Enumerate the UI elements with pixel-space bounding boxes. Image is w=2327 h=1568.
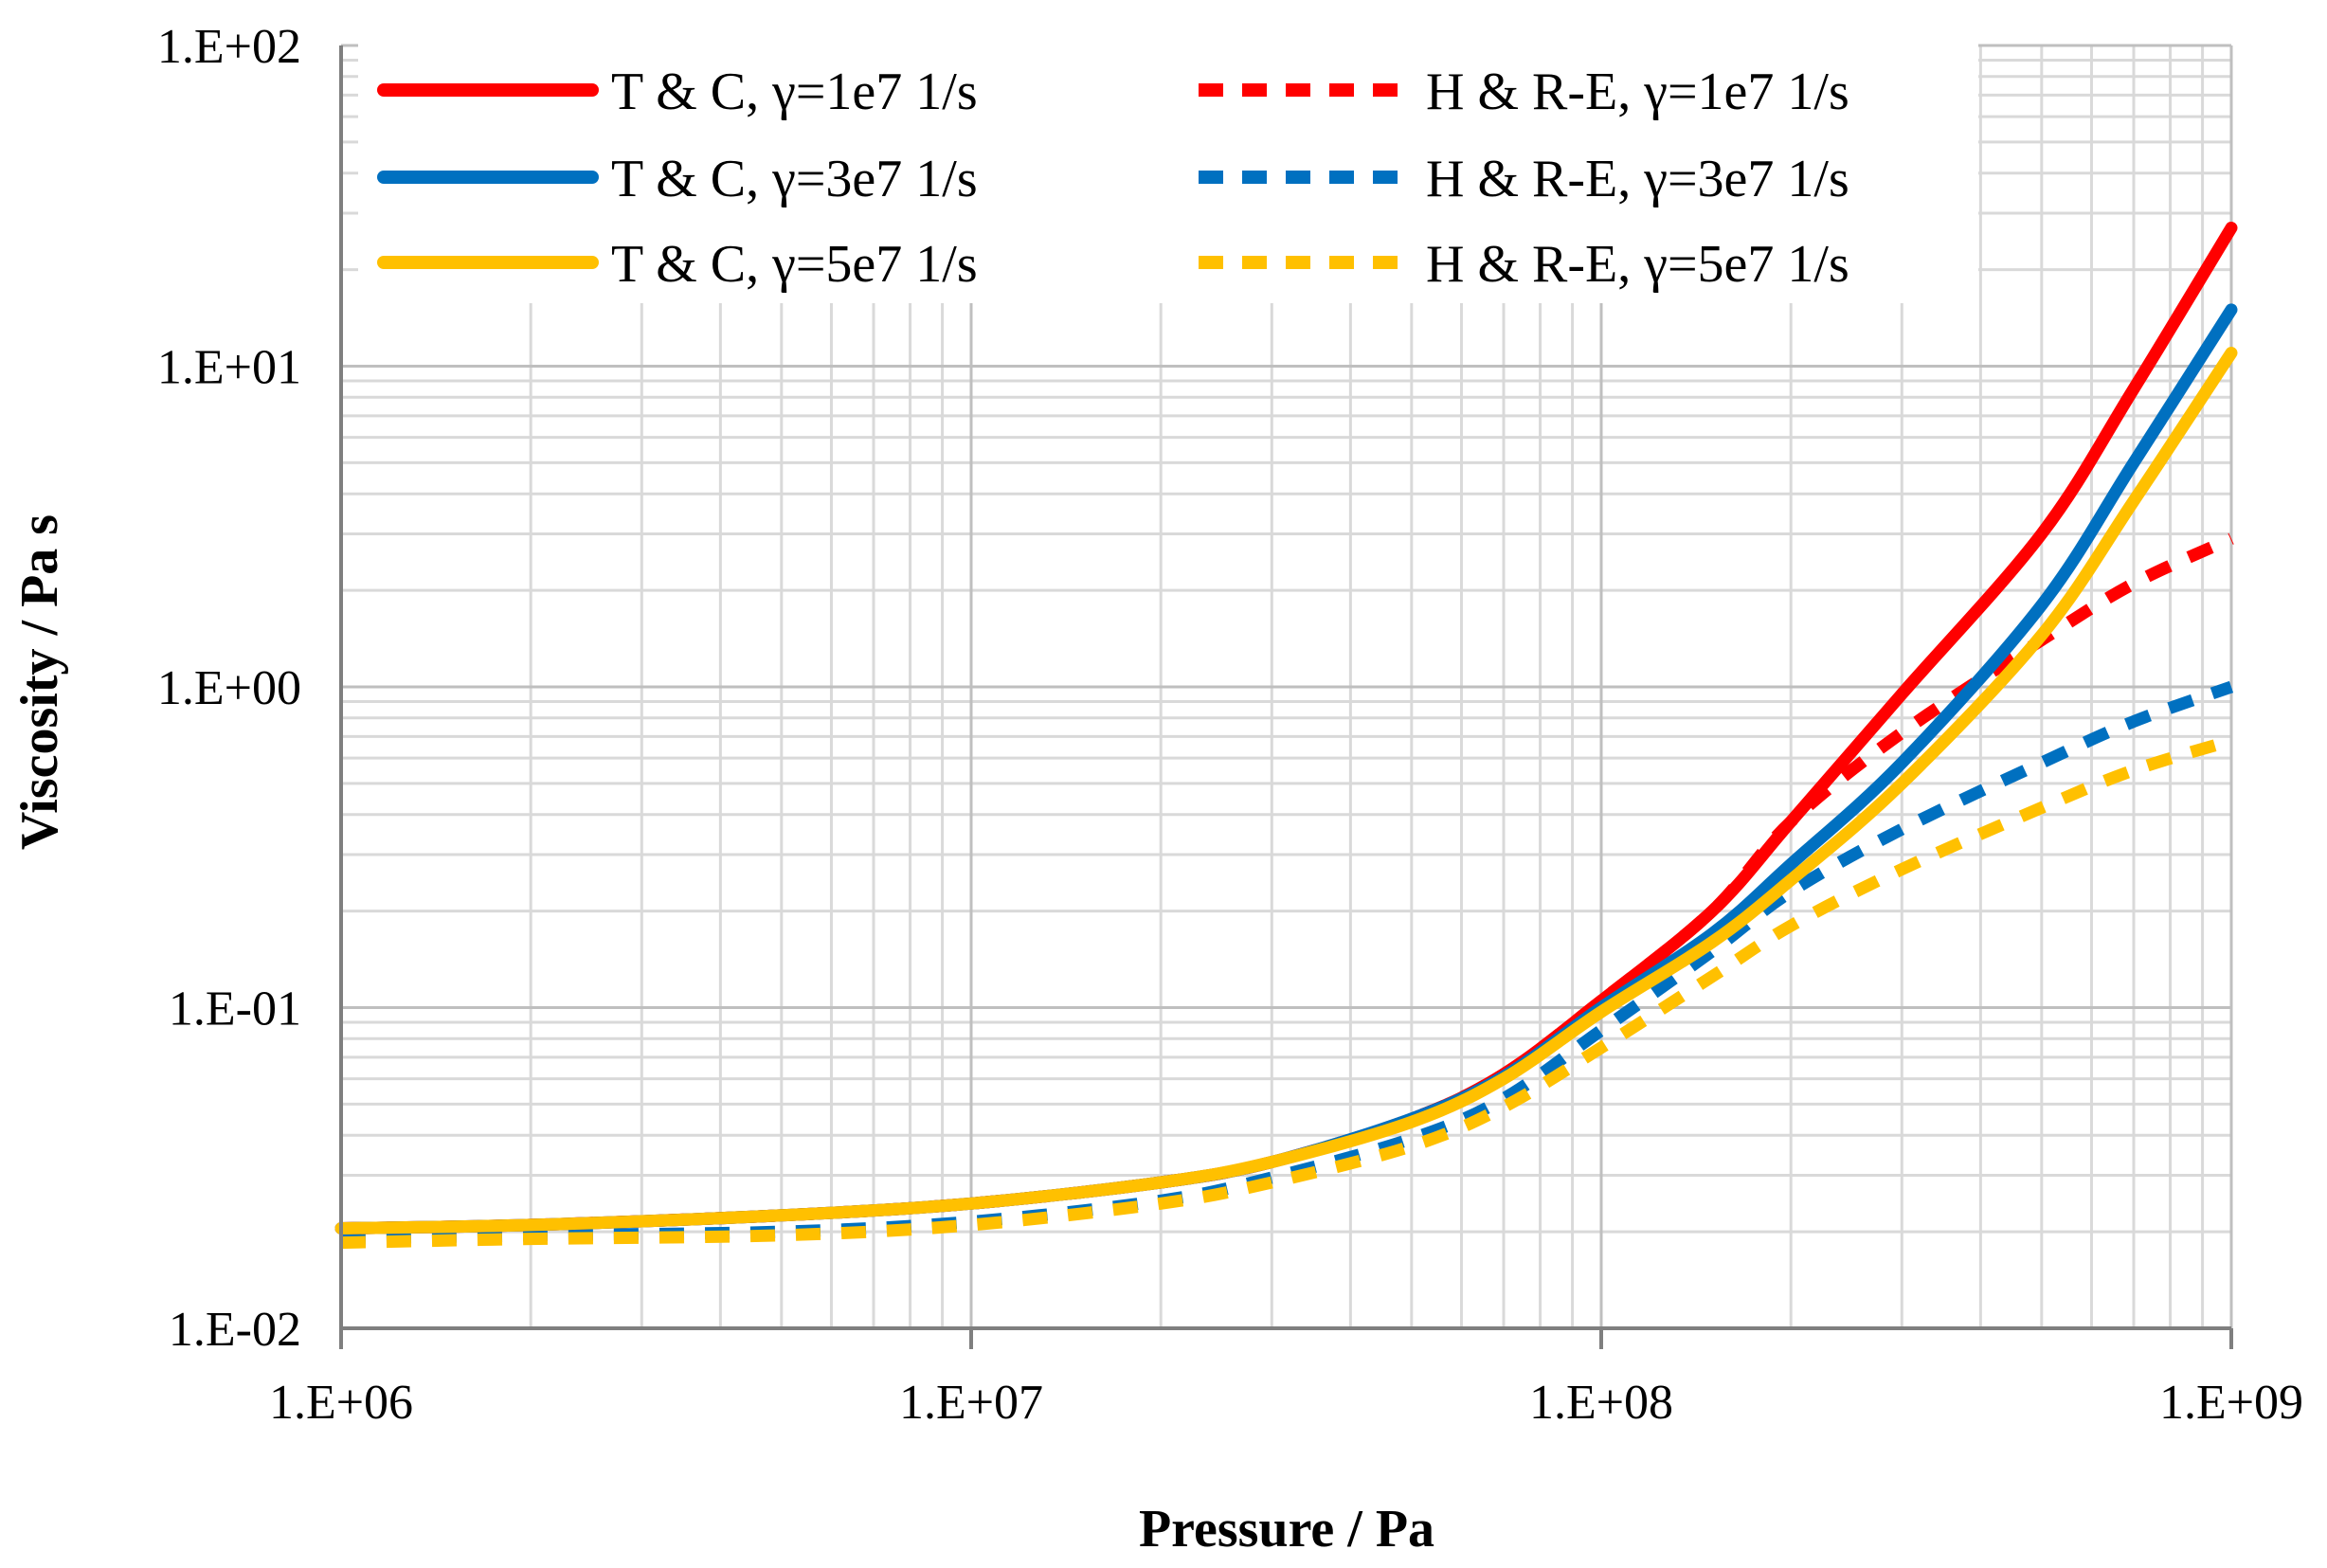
legend-label-6: H & R-E, γ=5e7 1/s (1426, 235, 1849, 294)
legend-label-3: T & C, γ=5e7 1/s (611, 235, 978, 294)
y-tick-label: 1.E+01 (157, 341, 301, 395)
y-tick-label: 1.E-01 (169, 982, 301, 1036)
legend-label-2: T & C, γ=3e7 1/s (611, 150, 978, 208)
x-tick-label: 1.E+06 (269, 1376, 413, 1430)
y-tick-label: 1.E+00 (157, 661, 301, 715)
series-line-6 (340, 734, 2233, 1250)
legend-label-1: T & C, γ=1e7 1/s (611, 63, 978, 121)
ticks-layer: 1.E+06 1.E+07 1.E+08 1.E+09 1.E-02 1.E-01 1.E+… (157, 20, 2303, 1430)
series-line-2 (334, 303, 2238, 1235)
x-tick-label: 1.E+09 (2159, 1376, 2303, 1430)
x-tick-label: 1.E+08 (1529, 1376, 1673, 1430)
x-axis-title: Pressure / Pa (1139, 1500, 1434, 1559)
legend-label-4: H & R-E, γ=1e7 1/s (1426, 63, 1849, 121)
legend-label-5: H & R-E, γ=3e7 1/s (1426, 150, 1849, 208)
series-line-3 (334, 347, 2238, 1235)
x-tick-label: 1.E+07 (899, 1376, 1043, 1430)
y-tick-label: 1.E+02 (157, 20, 301, 74)
y-tick-label: 1.E-02 (169, 1303, 301, 1357)
axes-layer (339, 45, 2233, 1349)
y-axis-title: Viscosity / Pa s (10, 514, 69, 850)
series-layer (334, 222, 2238, 1250)
legend-background (358, 43, 1978, 303)
legend: T & C, γ=1e7 1/s T & C, γ=3e7 1/s T & C, γ… (358, 43, 1978, 303)
